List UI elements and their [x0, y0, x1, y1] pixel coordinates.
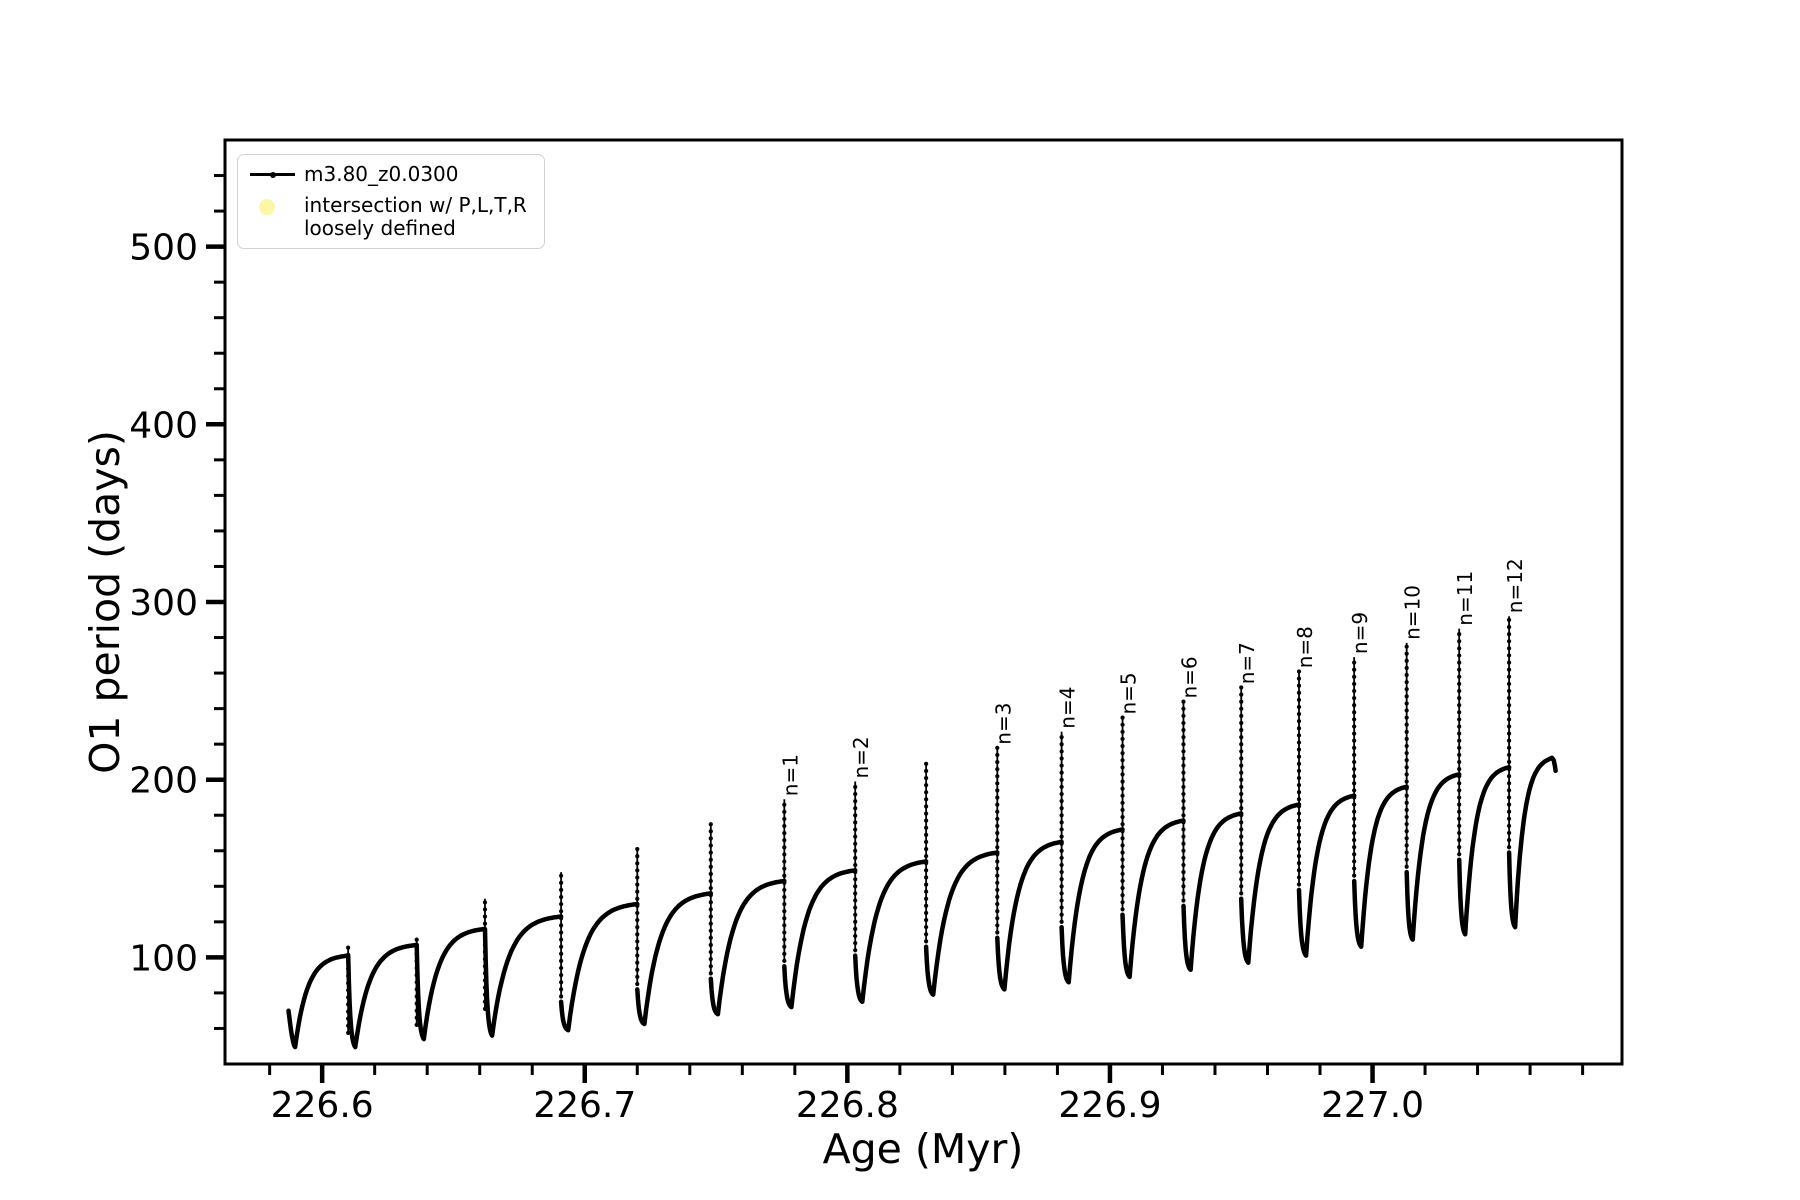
spike-label: n=12	[1503, 558, 1527, 613]
y-tick-label: 200	[129, 761, 198, 802]
legend-circle-marker	[244, 193, 304, 217]
spike-label: n=3	[991, 703, 1015, 745]
legend-entry-series: m3.80_z0.0300	[244, 162, 536, 186]
spike-label: n=1	[778, 754, 802, 796]
circle-marker-icon	[259, 199, 275, 215]
spike-label: n=7	[1235, 642, 1259, 684]
x-tick-label: 226.6	[271, 1085, 374, 1126]
x-tick-label: 226.8	[796, 1085, 899, 1126]
x-tick-label: 227.0	[1321, 1085, 1424, 1126]
spike-label: n=5	[1117, 672, 1141, 714]
spike-label: n=4	[1056, 687, 1080, 729]
y-tick-label: 300	[129, 583, 198, 624]
spike-label: n=6	[1178, 656, 1202, 698]
spike-label: n=9	[1348, 612, 1372, 654]
spike-label: n=11	[1453, 571, 1477, 626]
x-tick-label: 226.7	[533, 1085, 636, 1126]
legend-entry-intersection: intersection w/ P,L,T,R loosely defined	[244, 193, 536, 240]
spike-label: n=10	[1401, 585, 1425, 640]
y-axis-label: O1 period (days)	[81, 430, 129, 774]
legend-line-marker	[244, 162, 304, 186]
legend: m3.80_z0.0300 intersection w/ P,L,T,R lo…	[237, 154, 545, 249]
y-tick-label: 100	[129, 938, 198, 979]
dot-marker-icon	[270, 171, 276, 178]
x-tick-label: 226.9	[1058, 1085, 1161, 1126]
y-tick-label: 500	[129, 228, 198, 269]
legend-label-intersection: intersection w/ P,L,T,R loosely defined	[304, 193, 527, 240]
spike-label: n=8	[1293, 626, 1317, 668]
x-axis-label: Age (Myr)	[822, 1125, 1024, 1173]
axes-spines	[223, 138, 1624, 1066]
y-tick-label: 400	[129, 405, 198, 446]
legend-label-series: m3.80_z0.0300	[304, 162, 459, 186]
spike-label: n=2	[849, 736, 873, 778]
series-curve	[286, 755, 1558, 1050]
